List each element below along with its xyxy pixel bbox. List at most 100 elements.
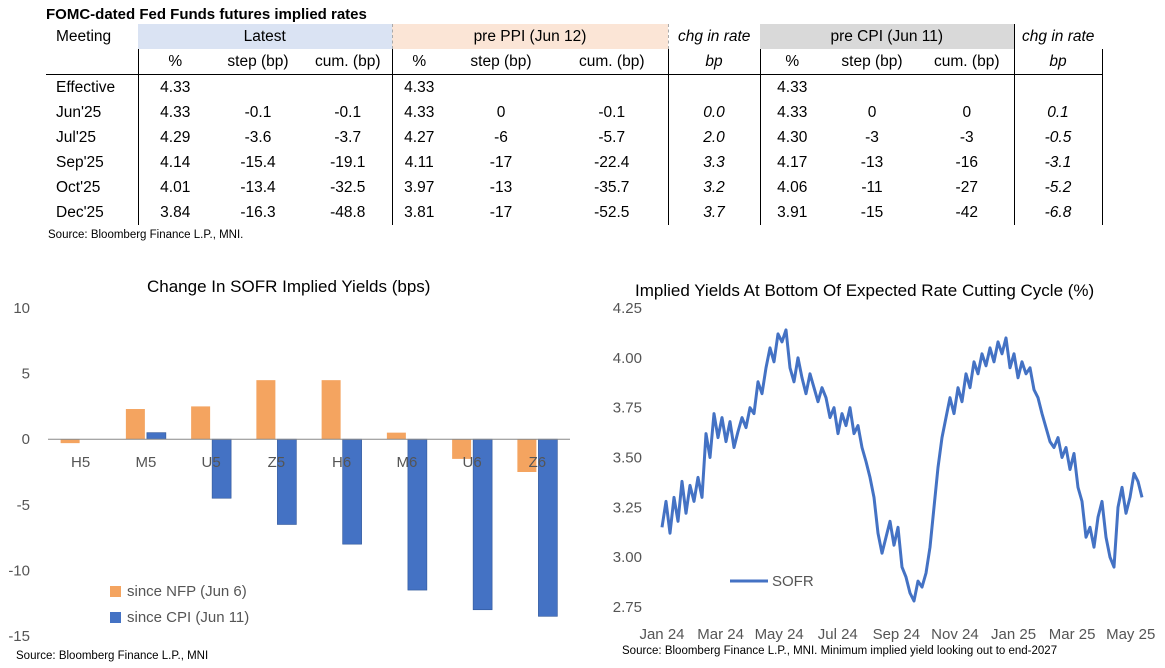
x-tick-label: H5: [71, 454, 90, 471]
ppi-step: [446, 75, 556, 101]
latest-cum: -19.1: [330, 154, 366, 171]
meeting-cell: Jul'25: [56, 129, 97, 146]
table-source: Source: Bloomberg Finance L.P., MNI.: [48, 229, 244, 241]
y-tick-label: 2.75: [613, 599, 642, 616]
subhdr-cum: cum. (bp): [304, 49, 392, 75]
latest-pct: 4.29: [137, 125, 212, 150]
ppi-pct: 4.11: [391, 150, 446, 175]
ppi-step: -17: [489, 154, 513, 171]
latest-step: -13.4: [240, 179, 276, 196]
cpi-cum: -42: [955, 204, 978, 221]
x-tick-label: M5: [135, 454, 156, 471]
chg1-cell: 3.2: [667, 175, 760, 200]
bar-since-cpi: [277, 438, 297, 525]
y-tick-label: 3.00: [613, 549, 642, 566]
latest-step: -3.6: [244, 129, 272, 146]
chg2-cell: [1013, 74, 1103, 100]
y-tick-label: 4.25: [613, 300, 642, 317]
line-chart: 4.25 4.00 3.75 3.50 3.25 3.00 2.75 Jan 24 Mar 24…: [613, 300, 1156, 643]
sub-header-row: % step (bp) cum. (bp) % step (bp) cum. (…: [46, 49, 1103, 75]
table-row: Jul'25 4.29 -3.6 -3.7 4.27 -6 -5.7 2.0 4…: [46, 125, 1103, 150]
table-row: Jun'25 4.33 -0.1 -0.1 4.33 0 -0.1 0.0 4.…: [46, 100, 1103, 125]
x-tick-label: Nov 24: [931, 626, 979, 643]
subhdr-bp: bp: [667, 49, 760, 75]
meeting-cell: Jun'25: [56, 104, 102, 121]
chg1-cell: 3.3: [667, 150, 760, 175]
y-tick-label: -5: [17, 497, 30, 514]
cpi-pct: 4.33: [759, 100, 824, 125]
subhdr-pct: %: [759, 49, 824, 75]
latest-cum: -3.7: [334, 129, 362, 146]
subhdr-step: step (bp): [824, 49, 920, 75]
ppi-cum: -35.7: [594, 179, 630, 196]
legend-label: since CPI (Jun 11): [127, 609, 249, 626]
cpi-cum: -3: [959, 129, 974, 146]
chg2-cell: -0.5: [1013, 125, 1103, 150]
x-tick-label: H6: [332, 454, 351, 471]
latest-pct: 4.01: [137, 175, 212, 200]
x-tick-label: Jan 25: [991, 626, 1036, 643]
meeting-cell: Effective: [56, 79, 116, 96]
subhdr-step: step (bp): [446, 49, 556, 75]
ppi-step: -17: [489, 204, 513, 221]
cpi-step: -3: [865, 129, 879, 146]
x-tick-label: U5: [202, 454, 221, 471]
x-tick-label: Jul 24: [818, 626, 858, 643]
x-tick-label: Sep 24: [873, 626, 921, 643]
cpi-pct: 4.30: [759, 125, 824, 150]
cpi-cum: -16: [955, 154, 978, 171]
latest-cum: [304, 75, 392, 101]
y-tick-label: -10: [8, 562, 30, 579]
meeting-cell: Sep'25: [56, 154, 104, 171]
bar-since-nfp: [386, 432, 406, 440]
legend-swatch: [110, 612, 121, 623]
cpi-pct: 4.06: [759, 175, 824, 200]
cpi-step: [824, 75, 920, 101]
line-chart-source: Source: Bloomberg Finance L.P., MNI. Min…: [622, 645, 1058, 657]
group-chg1: chg in rate: [667, 24, 760, 49]
cpi-cum: [920, 75, 1014, 101]
cpi-pct: 4.33: [759, 74, 824, 100]
latest-pct: 4.33: [137, 74, 212, 100]
latest-pct: 4.14: [137, 150, 212, 175]
ppi-pct: 3.81: [391, 200, 446, 225]
meeting-header: Meeting: [56, 28, 112, 45]
ppi-step: -6: [494, 129, 508, 146]
y-tick-label: 3.50: [613, 450, 642, 467]
ppi-pct: 4.33: [391, 74, 446, 100]
fomc-rates-table: Meeting Latest pre PPI (Jun 12) chg in r…: [46, 24, 1103, 225]
subhdr-pct: %: [391, 49, 446, 75]
y-tick-label: 3.75: [613, 400, 642, 417]
legend-label: since NFP (Jun 6): [127, 583, 247, 600]
latest-step: -0.1: [244, 104, 272, 121]
latest-step: -15.4: [240, 154, 276, 171]
chg1-cell: [667, 74, 760, 100]
cpi-step: -13: [860, 154, 884, 171]
latest-cum: -48.8: [330, 204, 366, 221]
ppi-cum: -52.5: [594, 204, 630, 221]
cpi-cum: -27: [955, 179, 978, 196]
latest-step: [212, 75, 304, 101]
sofr-line: [660, 328, 1144, 603]
ppi-cum: -5.7: [598, 129, 626, 146]
table-row: Effective 4.33 4.33 4.33: [46, 74, 1103, 101]
bar-since-nfp: [191, 406, 211, 440]
x-tick-label: Jan 24: [639, 626, 684, 643]
x-tick-label: May 24: [755, 626, 804, 643]
chg2-cell: -5.2: [1013, 175, 1103, 200]
x-tick-label: May 25: [1106, 626, 1155, 643]
chg1-cell: 3.7: [667, 200, 760, 225]
subhdr-bp: bp: [1013, 49, 1103, 75]
chg2-cell: 0.1: [1013, 100, 1103, 125]
table-row: Oct'25 4.01 -13.4 -32.5 3.97 -13 -35.7 3…: [46, 175, 1103, 200]
ppi-pct: 3.97: [391, 175, 446, 200]
cpi-step: -15: [860, 204, 884, 221]
y-tick-label: 10: [13, 300, 30, 317]
legend-swatch: [110, 586, 121, 597]
subhdr-cum: cum. (bp): [920, 49, 1014, 75]
group-pre-ppi: pre PPI (Jun 12): [391, 24, 668, 49]
chg2-cell: -3.1: [1013, 150, 1103, 175]
group-chg2: chg in rate: [1013, 24, 1102, 49]
group-pre-cpi: pre CPI (Jun 11): [760, 24, 1014, 49]
ppi-cum: [556, 75, 668, 101]
